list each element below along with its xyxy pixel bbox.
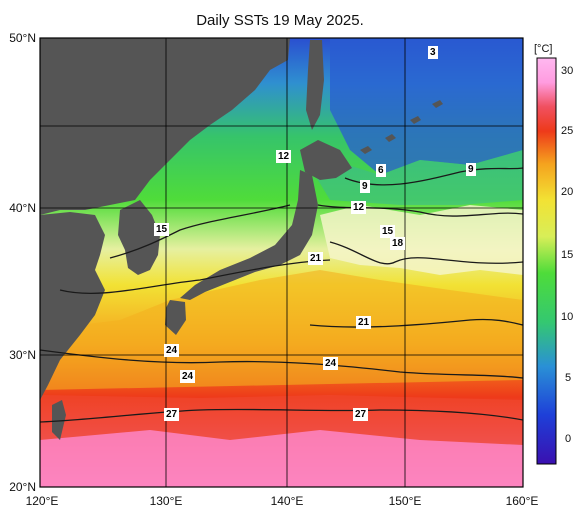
warm-water-region — [40, 270, 523, 390]
isotherm-12 — [317, 204, 523, 217]
contour-label: 21 — [356, 316, 372, 329]
contour-label: 24 — [164, 344, 180, 357]
contour-label: 15 — [380, 225, 396, 238]
contour-label: 24 — [323, 357, 339, 370]
contour-label: 12 — [351, 201, 367, 214]
subarctic-water-region — [300, 150, 523, 205]
land-hokkaido — [300, 140, 352, 180]
kuroshio-front-region — [320, 205, 523, 275]
y-tick-label: 50°N — [9, 31, 36, 45]
map-title: Daily SSTs 19 May 2025. — [196, 12, 364, 29]
x-tick-label: 130°E — [149, 494, 183, 508]
y-tick-label: 20°N — [9, 480, 36, 494]
isotherm-27 — [40, 408, 523, 423]
isotherm-24 — [40, 349, 523, 379]
land-korea — [118, 200, 160, 275]
contour-label: 15 — [154, 223, 170, 236]
colorbar-tick: 30 — [561, 65, 574, 77]
isotherm-contours — [40, 167, 523, 423]
graticule — [40, 38, 523, 487]
colorbar-tick: 0 — [565, 433, 572, 445]
x-tick-label: 150°E — [388, 494, 422, 508]
cold-water-region — [330, 38, 523, 175]
contour-label: 27 — [164, 408, 180, 421]
contour-label: 9 — [466, 163, 476, 176]
y-tick-label: 40°N — [9, 201, 36, 215]
contour-label: 24 — [180, 370, 196, 383]
map-frame — [39, 37, 524, 488]
land-china-coast — [40, 212, 105, 400]
isotherm-15 — [109, 204, 291, 259]
y-tick-label: 30°N — [9, 348, 36, 362]
hot-water-region — [40, 430, 523, 487]
colorbar-tick: 15 — [561, 249, 574, 261]
isotherm-18 — [329, 241, 523, 265]
land-honshu — [180, 170, 318, 300]
isotherm-21-south — [309, 318, 523, 328]
contour-label: 21 — [308, 252, 324, 265]
contour-label: 9 — [360, 180, 370, 193]
land-kurils — [360, 100, 443, 154]
land-sakhalin — [306, 40, 324, 130]
colorbar — [536, 57, 557, 465]
isotherm-21-north — [59, 259, 331, 295]
land-taiwan — [52, 400, 66, 440]
isotherm-9 — [344, 167, 523, 186]
x-tick-label: 160°E — [505, 494, 539, 508]
contour-label: 6 — [376, 164, 386, 177]
x-tick-label: 140°E — [270, 494, 304, 508]
contour-label: 3 — [428, 46, 438, 59]
land-asia — [40, 38, 290, 215]
colorbar-tick: 5 — [565, 372, 572, 384]
colorbar-tick: 20 — [561, 186, 574, 198]
contour-label: 12 — [276, 150, 292, 163]
contour-label: 18 — [390, 237, 406, 250]
colorbar-unit: [°C] — [534, 43, 553, 55]
colorbar-tick: 25 — [561, 125, 574, 137]
land-kyushu — [165, 300, 186, 335]
colorbar-tick: 10 — [561, 311, 574, 323]
contour-label: 27 — [353, 408, 369, 421]
x-tick-label: 120°E — [25, 494, 59, 508]
